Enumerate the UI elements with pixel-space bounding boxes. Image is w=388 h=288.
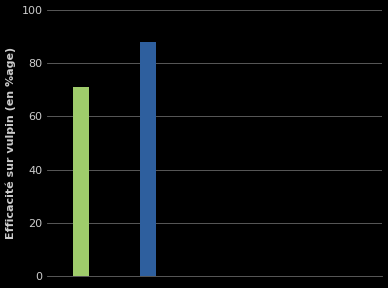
Bar (73, 87, 89, 276)
Bar (140, 41, 156, 276)
Y-axis label: Efficacité sur vulpin (en %age): Efficacité sur vulpin (en %age) (5, 47, 16, 239)
